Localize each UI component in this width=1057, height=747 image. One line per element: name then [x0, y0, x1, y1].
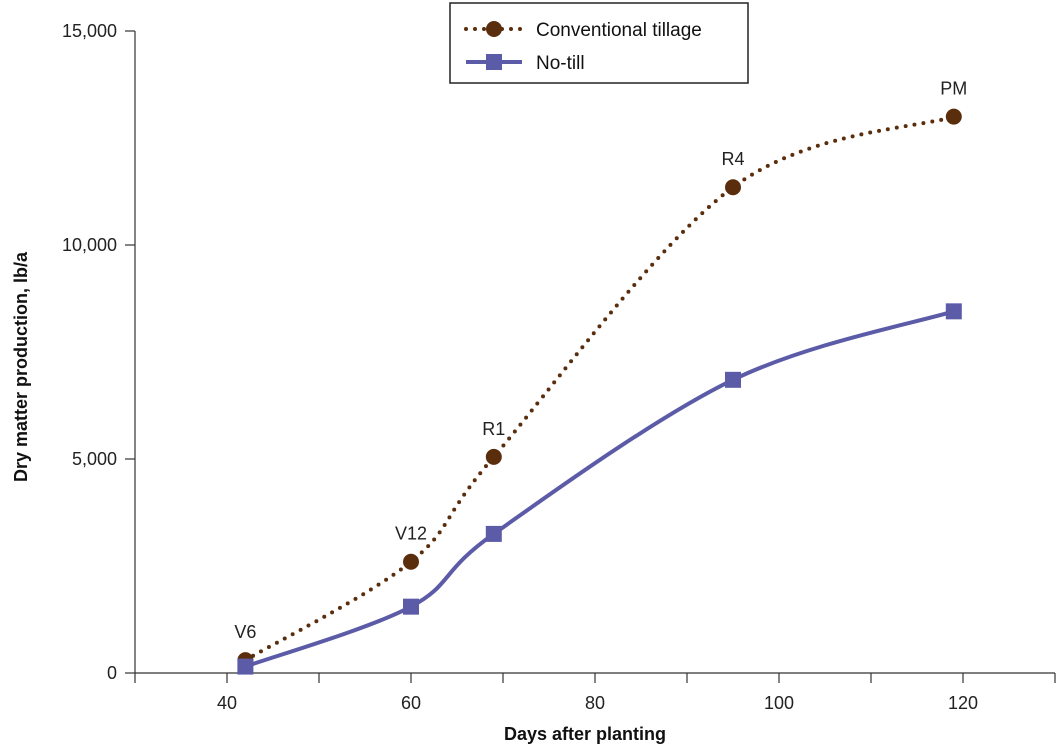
stage-label: V6	[234, 622, 256, 642]
legend-label: Conventional tillage	[536, 20, 702, 41]
legend-marker	[486, 21, 502, 37]
x-tick-label: 60	[401, 693, 421, 713]
x-tick-label: 120	[948, 693, 978, 713]
data-point	[485, 525, 502, 542]
legend: Conventional tillage No-till	[449, 2, 749, 84]
data-point	[945, 303, 962, 320]
stage-label: V12	[395, 524, 427, 544]
stage-label: R4	[721, 149, 744, 169]
data-point	[485, 448, 502, 465]
series-conventional-tillage	[237, 108, 962, 669]
data-point	[725, 179, 741, 196]
legend-box	[449, 2, 749, 84]
y-tick-label: 15,000	[62, 21, 117, 41]
data-point	[725, 371, 741, 388]
data-point	[237, 658, 254, 675]
y-tick-label: 10,000	[62, 235, 117, 255]
x-tick-label: 80	[585, 693, 605, 713]
legend-marker	[486, 54, 502, 70]
legend-label: No-till	[536, 53, 585, 74]
x-tick-label: 100	[764, 693, 794, 713]
stage-label: PM	[940, 79, 967, 99]
y-tick-label: 0	[107, 663, 117, 683]
x-tick-label: 40	[217, 693, 237, 713]
series-no-till	[237, 303, 962, 675]
data-point	[403, 553, 419, 570]
axes: 0 5,000 10,000 15,000 40 60 80 100 120 Days after…	[11, 21, 1056, 744]
series-line	[243, 114, 956, 663]
y-tick-label: 5,000	[72, 449, 117, 469]
y-axis-title: Dry matter production, lb/a	[11, 251, 31, 482]
x-axis-title: Days after planting	[504, 724, 666, 744]
annotation-layer: V6 V12 R1 R4 PM	[234, 79, 967, 643]
series-line	[244, 309, 955, 669]
data-point	[945, 108, 962, 125]
data-point	[403, 598, 419, 615]
stage-label: R1	[482, 419, 505, 439]
series-layer	[237, 108, 962, 675]
